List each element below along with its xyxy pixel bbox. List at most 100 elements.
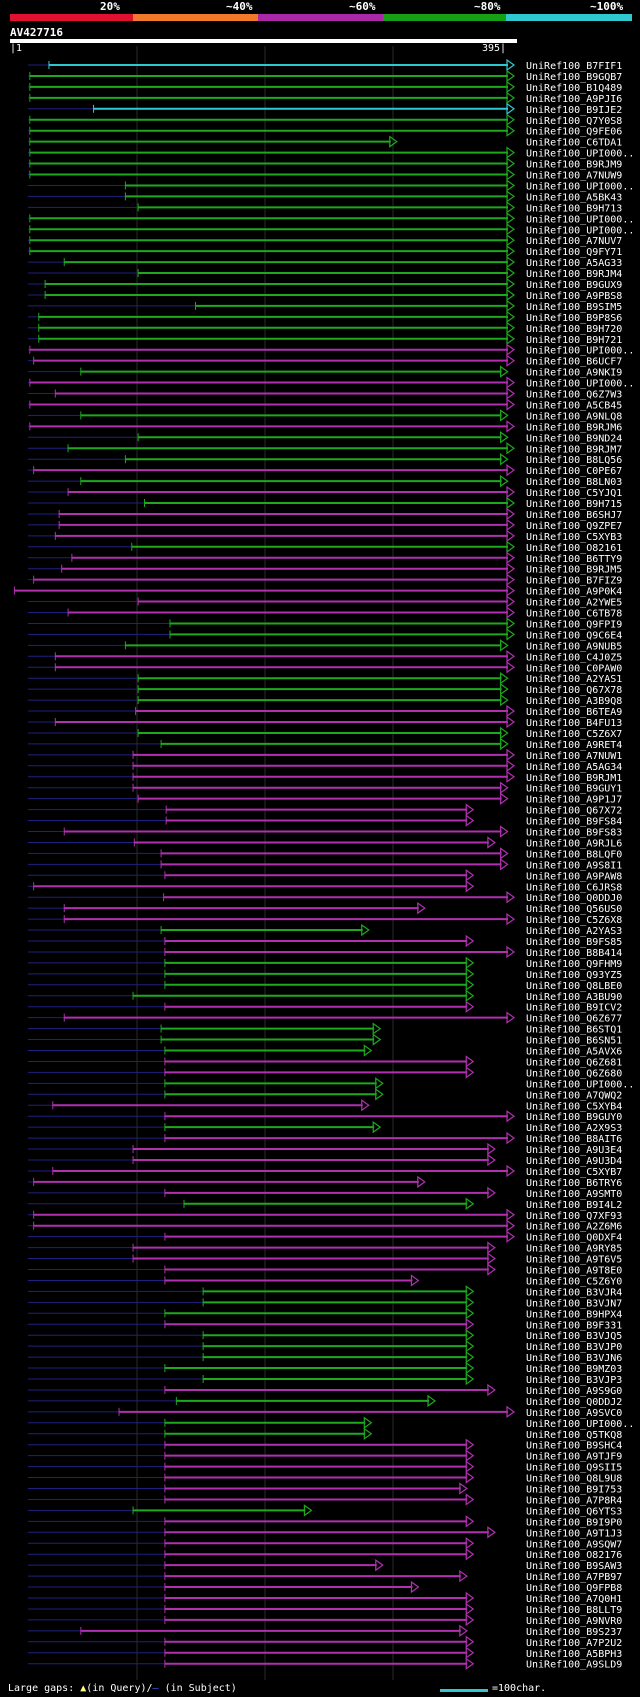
hit-row[interactable]: UniRef100_Q6YTS3	[28, 1504, 622, 1517]
hit-row[interactable]: UniRef100_A9NKI9	[28, 365, 622, 379]
hit-row[interactable]: UniRef100_C0PAW0	[28, 661, 622, 674]
hit-row[interactable]: UniRef100_B3VJN7	[28, 1296, 622, 1309]
hit-row[interactable]: UniRef100_B9I9P0	[28, 1515, 622, 1528]
hit-row[interactable]: UniRef100_B9H715	[28, 496, 622, 510]
hit-row[interactable]: UniRef100_B4FU13	[28, 715, 622, 729]
hit-row[interactable]: UniRef100_A9U3D4	[28, 1153, 622, 1167]
hit-row[interactable]: UniRef100_Q8LBE0	[28, 978, 622, 992]
hit-row[interactable]: UniRef100_B9RJM1	[28, 770, 622, 784]
hit-row[interactable]: UniRef100_A5AG34	[28, 759, 622, 773]
hit-row[interactable]: UniRef100_B6UCF7	[28, 354, 622, 368]
hit-row[interactable]: UniRef100_B9F331	[28, 1318, 622, 1331]
hit-row[interactable]: UniRef100_B7FIZ9	[28, 573, 622, 587]
hit-row[interactable]: UniRef100_UPI000..	[28, 179, 634, 192]
hit-row[interactable]: UniRef100_A5BK43	[28, 190, 622, 203]
hit-row[interactable]: UniRef100_A9SMT0	[28, 1186, 622, 1200]
hit-row[interactable]: UniRef100_Q9FHM9	[28, 956, 622, 970]
hit-row[interactable]: UniRef100_A9S8I1	[28, 858, 622, 871]
hit-row[interactable]: UniRef100_A9PBS8	[28, 288, 622, 302]
hit-row[interactable]: UniRef100_A7NUV7	[28, 234, 622, 247]
hit-row[interactable]: UniRef100_B9I4L2	[28, 1197, 622, 1211]
hit-row[interactable]: UniRef100_A9PJI6	[28, 91, 622, 105]
hit-row[interactable]: UniRef100_B7FIF1	[28, 58, 622, 72]
hit-row[interactable]: UniRef100_C5XYB7	[28, 1164, 622, 1178]
hit-row[interactable]: UniRef100_B9RJM7	[28, 442, 622, 455]
hit-row[interactable]: UniRef100_A9U3E4	[28, 1142, 622, 1156]
hit-row[interactable]: UniRef100_A9RJL6	[28, 836, 622, 849]
hit-row[interactable]: UniRef100_UPI000..	[28, 212, 634, 225]
hit-row[interactable]: UniRef100_C0PE67	[28, 463, 622, 477]
hit-row[interactable]: UniRef100_A7NUW1	[28, 748, 622, 762]
hit-row[interactable]: UniRef100_Q0DDJ0	[28, 891, 622, 904]
hit-row[interactable]: UniRef100_A7PB97	[28, 1569, 622, 1583]
hit-row[interactable]: UniRef100_A9T1J3	[28, 1526, 622, 1539]
hit-row[interactable]: UniRef100_UPI000..	[28, 1077, 634, 1090]
hit-row[interactable]: UniRef100_B9GUY1	[28, 781, 622, 795]
hit-row[interactable]: UniRef100_Q6Z681	[28, 1055, 622, 1068]
hit-row[interactable]: UniRef100_B3VJN6	[28, 1350, 622, 1364]
hit-row[interactable]: UniRef100_B9FS85	[28, 934, 622, 948]
hit-row[interactable]: UniRef100_Q67X78	[28, 682, 622, 696]
hit-row[interactable]: UniRef100_C5YJQ1	[28, 485, 622, 499]
hit-row[interactable]: UniRef100_A3B9Q8	[28, 693, 622, 707]
hit-row[interactable]: UniRef100_A9PAW8	[28, 869, 622, 882]
hit-row[interactable]: UniRef100_UPI000..	[28, 1416, 634, 1430]
hit-row[interactable]: UniRef100_C5Z6X7	[28, 726, 622, 740]
hit-row[interactable]: UniRef100_Q0DXF4	[28, 1230, 622, 1244]
hit-row[interactable]: UniRef100_C5Z6Y0	[28, 1274, 622, 1287]
hit-row[interactable]: UniRef100_A9P0K4	[14, 584, 623, 598]
hit-row[interactable]: UniRef100_B6TTY9	[28, 551, 622, 565]
hit-row[interactable]: UniRef100_A2YWE5	[28, 595, 622, 609]
hit-row[interactable]: UniRef100_B9SHC4	[28, 1438, 622, 1452]
hit-row[interactable]: UniRef100_B3VJR4	[28, 1285, 622, 1298]
hit-row[interactable]: UniRef100_A5AVX6	[28, 1044, 622, 1058]
hit-row[interactable]: UniRef100_B9H721	[28, 332, 622, 346]
hit-row[interactable]: UniRef100_B3VJP0	[28, 1339, 622, 1353]
hit-row[interactable]: UniRef100_B9SIM5	[28, 299, 622, 313]
hit-row[interactable]: UniRef100_Q8L9U8	[28, 1471, 622, 1485]
hit-row[interactable]: UniRef100_B9ND24	[28, 431, 622, 444]
hit-row[interactable]: UniRef100_A7P2U2	[28, 1635, 622, 1649]
hit-row[interactable]: UniRef100_A9SQW7	[28, 1537, 622, 1550]
hit-row[interactable]: UniRef100_B9GUX9	[28, 277, 622, 291]
hit-row[interactable]: UniRef100_A2X9S3	[28, 1120, 622, 1134]
hit-row[interactable]: UniRef100_A7NUW9	[28, 168, 622, 182]
hit-row[interactable]: UniRef100_B9I753	[28, 1482, 622, 1496]
hit-row[interactable]: UniRef100_B8LQF0	[28, 847, 622, 860]
hit-row[interactable]: UniRef100_A9T6V5	[28, 1252, 622, 1266]
hit-row[interactable]: UniRef100_B8LLT9	[28, 1602, 622, 1616]
hit-row[interactable]: UniRef100_C6JRS8	[28, 880, 622, 893]
hit-row[interactable]: UniRef100_A9NUB5	[28, 639, 622, 652]
hit-row[interactable]: UniRef100_B9IJE2	[28, 102, 622, 116]
hit-row[interactable]: UniRef100_B9H713	[28, 201, 622, 214]
hit-row[interactable]: UniRef100_O82176	[28, 1548, 622, 1561]
hit-row[interactable]: UniRef100_Q5TKQ8	[28, 1427, 622, 1441]
hit-row[interactable]: UniRef100_C6TB78	[28, 606, 622, 620]
hit-row[interactable]: UniRef100_A9S9G0	[28, 1383, 622, 1397]
hit-row[interactable]: UniRef100_B9P8S6	[28, 310, 622, 324]
hit-row[interactable]: UniRef100_Q9ZPE7	[28, 518, 622, 532]
hit-row[interactable]: UniRef100_B9H720	[28, 321, 622, 335]
hit-row[interactable]: UniRef100_Q6Z680	[28, 1066, 622, 1079]
hit-row[interactable]: UniRef100_A9T8E0	[28, 1263, 622, 1277]
hit-row[interactable]: UniRef100_UPI000..	[28, 343, 634, 357]
hit-row[interactable]: UniRef100_B6SN51	[28, 1033, 622, 1047]
hit-row[interactable]: UniRef100_B9ICV2	[28, 1000, 622, 1014]
hit-row[interactable]: UniRef100_Q6Z677	[28, 1011, 622, 1025]
hit-row[interactable]: UniRef100_A7P8R4	[28, 1493, 622, 1506]
hit-row[interactable]: UniRef100_B1Q489	[28, 80, 622, 94]
hit-row[interactable]: UniRef100_B6TEA9	[28, 704, 622, 718]
hit-row[interactable]: UniRef100_A2YAS1	[28, 672, 622, 685]
hit-row[interactable]: UniRef100_A5AG33	[28, 255, 622, 269]
hit-row[interactable]: UniRef100_Q9FPB8	[28, 1580, 622, 1594]
hit-row[interactable]: UniRef100_Q7Y0S8	[28, 113, 622, 127]
hit-row[interactable]: UniRef100_B9FS84	[28, 814, 622, 828]
hit-row[interactable]: UniRef100_Q0DDJ2	[28, 1394, 622, 1408]
hit-row[interactable]: UniRef100_A9SLD9	[28, 1657, 622, 1671]
hit-row[interactable]: UniRef100_A9NLQ8	[28, 409, 622, 422]
hit-row[interactable]: UniRef100_Q67X72	[28, 803, 622, 817]
hit-row[interactable]: UniRef100_O82161	[28, 540, 622, 554]
hit-row[interactable]: UniRef100_B9FS83	[28, 825, 622, 839]
hit-row[interactable]: UniRef100_B9GQB7	[28, 69, 622, 83]
hit-row[interactable]: UniRef100_B8B414	[28, 945, 622, 959]
